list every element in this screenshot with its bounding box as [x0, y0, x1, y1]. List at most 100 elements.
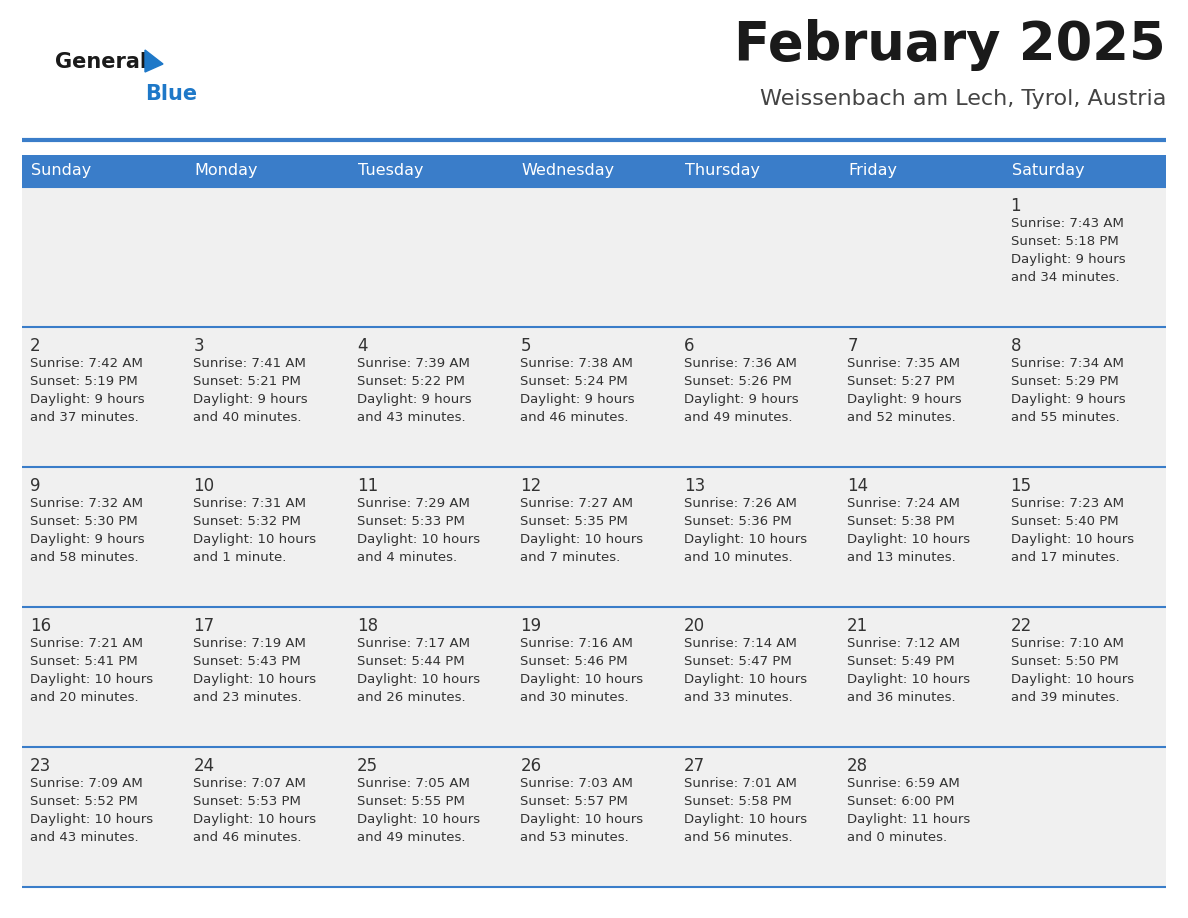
Text: Daylight: 10 hours: Daylight: 10 hours	[356, 533, 480, 546]
Text: 19: 19	[520, 617, 542, 635]
Text: and 46 minutes.: and 46 minutes.	[194, 831, 302, 844]
Text: Sunset: 5:27 PM: Sunset: 5:27 PM	[847, 375, 955, 388]
Text: 22: 22	[1011, 617, 1032, 635]
Text: Sunset: 5:32 PM: Sunset: 5:32 PM	[194, 515, 302, 528]
Bar	[1003, 327, 1165, 467]
Bar	[185, 327, 349, 467]
Text: and 1 minute.: and 1 minute.	[194, 551, 286, 564]
Bar	[839, 747, 1003, 887]
Bar	[1003, 607, 1165, 747]
Text: Sunset: 5:55 PM: Sunset: 5:55 PM	[356, 795, 465, 808]
Text: and 52 minutes.: and 52 minutes.	[847, 411, 956, 424]
Text: Daylight: 10 hours: Daylight: 10 hours	[356, 813, 480, 826]
Text: and 39 minutes.: and 39 minutes.	[1011, 691, 1119, 704]
Bar	[23, 155, 185, 187]
Text: Sunset: 5:36 PM: Sunset: 5:36 PM	[684, 515, 791, 528]
Bar	[839, 607, 1003, 747]
Text: Sunset: 5:26 PM: Sunset: 5:26 PM	[684, 375, 791, 388]
Bar	[839, 187, 1003, 327]
Text: 8: 8	[1011, 337, 1020, 355]
Bar	[676, 155, 839, 187]
Text: Daylight: 10 hours: Daylight: 10 hours	[520, 533, 644, 546]
Text: 2: 2	[30, 337, 40, 355]
Bar	[23, 467, 185, 607]
Text: Sunset: 5:40 PM: Sunset: 5:40 PM	[1011, 515, 1118, 528]
Text: Sunset: 5:41 PM: Sunset: 5:41 PM	[30, 655, 138, 668]
Bar	[839, 155, 1003, 187]
Text: Daylight: 10 hours: Daylight: 10 hours	[684, 673, 807, 686]
Text: and 23 minutes.: and 23 minutes.	[194, 691, 302, 704]
Bar	[1003, 467, 1165, 607]
Text: and 55 minutes.: and 55 minutes.	[1011, 411, 1119, 424]
Text: Sunrise: 7:19 AM: Sunrise: 7:19 AM	[194, 637, 307, 650]
Bar	[512, 187, 676, 327]
Text: Sunrise: 7:35 AM: Sunrise: 7:35 AM	[847, 357, 960, 370]
Text: Sunset: 5:30 PM: Sunset: 5:30 PM	[30, 515, 138, 528]
Text: 23: 23	[30, 757, 51, 775]
Text: Sunrise: 7:39 AM: Sunrise: 7:39 AM	[356, 357, 469, 370]
Text: Daylight: 9 hours: Daylight: 9 hours	[520, 393, 634, 406]
Text: and 43 minutes.: and 43 minutes.	[356, 411, 466, 424]
Text: Daylight: 11 hours: Daylight: 11 hours	[847, 813, 971, 826]
Bar	[512, 607, 676, 747]
Text: Sunrise: 7:21 AM: Sunrise: 7:21 AM	[30, 637, 143, 650]
Text: Sunset: 5:21 PM: Sunset: 5:21 PM	[194, 375, 302, 388]
Text: Sunrise: 7:07 AM: Sunrise: 7:07 AM	[194, 777, 307, 790]
Text: Monday: Monday	[195, 163, 258, 178]
Text: Sunrise: 7:31 AM: Sunrise: 7:31 AM	[194, 497, 307, 510]
Text: Sunrise: 7:23 AM: Sunrise: 7:23 AM	[1011, 497, 1124, 510]
Text: Sunrise: 7:03 AM: Sunrise: 7:03 AM	[520, 777, 633, 790]
Text: Sunrise: 7:43 AM: Sunrise: 7:43 AM	[1011, 217, 1124, 230]
Text: Daylight: 10 hours: Daylight: 10 hours	[684, 533, 807, 546]
Text: 13: 13	[684, 477, 704, 495]
Bar	[23, 607, 185, 747]
Text: Sunset: 5:33 PM: Sunset: 5:33 PM	[356, 515, 465, 528]
Text: Daylight: 10 hours: Daylight: 10 hours	[520, 813, 644, 826]
Text: Sunrise: 7:17 AM: Sunrise: 7:17 AM	[356, 637, 470, 650]
Text: and 4 minutes.: and 4 minutes.	[356, 551, 457, 564]
Text: Sunrise: 7:14 AM: Sunrise: 7:14 AM	[684, 637, 797, 650]
Text: General: General	[55, 52, 147, 72]
Text: 12: 12	[520, 477, 542, 495]
Text: 3: 3	[194, 337, 204, 355]
Text: Daylight: 9 hours: Daylight: 9 hours	[356, 393, 472, 406]
Text: Daylight: 10 hours: Daylight: 10 hours	[30, 813, 153, 826]
Text: 14: 14	[847, 477, 868, 495]
Text: and 40 minutes.: and 40 minutes.	[194, 411, 302, 424]
Text: Sunrise: 7:36 AM: Sunrise: 7:36 AM	[684, 357, 797, 370]
Text: Daylight: 9 hours: Daylight: 9 hours	[194, 393, 308, 406]
Bar	[1003, 187, 1165, 327]
Text: Daylight: 10 hours: Daylight: 10 hours	[847, 533, 971, 546]
Text: Sunrise: 7:41 AM: Sunrise: 7:41 AM	[194, 357, 307, 370]
Text: February 2025: February 2025	[734, 19, 1165, 71]
Bar	[676, 187, 839, 327]
Text: Sunset: 5:18 PM: Sunset: 5:18 PM	[1011, 235, 1118, 248]
Bar	[185, 187, 349, 327]
Text: Weissenbach am Lech, Tyrol, Austria: Weissenbach am Lech, Tyrol, Austria	[759, 89, 1165, 109]
Text: Sunset: 5:22 PM: Sunset: 5:22 PM	[356, 375, 465, 388]
Text: and 20 minutes.: and 20 minutes.	[30, 691, 139, 704]
Text: Daylight: 10 hours: Daylight: 10 hours	[847, 673, 971, 686]
Text: Sunset: 5:58 PM: Sunset: 5:58 PM	[684, 795, 791, 808]
Bar	[512, 327, 676, 467]
Bar	[839, 467, 1003, 607]
Text: Sunset: 5:35 PM: Sunset: 5:35 PM	[520, 515, 628, 528]
Bar	[1003, 747, 1165, 887]
Text: Sunset: 5:57 PM: Sunset: 5:57 PM	[520, 795, 628, 808]
Text: Daylight: 10 hours: Daylight: 10 hours	[520, 673, 644, 686]
Text: 18: 18	[356, 617, 378, 635]
Bar	[185, 467, 349, 607]
Bar	[349, 327, 512, 467]
Text: 7: 7	[847, 337, 858, 355]
Text: Thursday: Thursday	[684, 163, 759, 178]
Text: Sunset: 5:38 PM: Sunset: 5:38 PM	[847, 515, 955, 528]
Text: 11: 11	[356, 477, 378, 495]
Bar	[349, 155, 512, 187]
Text: Daylight: 9 hours: Daylight: 9 hours	[1011, 253, 1125, 266]
Text: Sunday: Sunday	[31, 163, 91, 178]
Text: Sunrise: 7:05 AM: Sunrise: 7:05 AM	[356, 777, 469, 790]
Bar	[349, 467, 512, 607]
Text: Daylight: 10 hours: Daylight: 10 hours	[1011, 673, 1133, 686]
Text: Sunset: 5:52 PM: Sunset: 5:52 PM	[30, 795, 138, 808]
Text: and 58 minutes.: and 58 minutes.	[30, 551, 139, 564]
